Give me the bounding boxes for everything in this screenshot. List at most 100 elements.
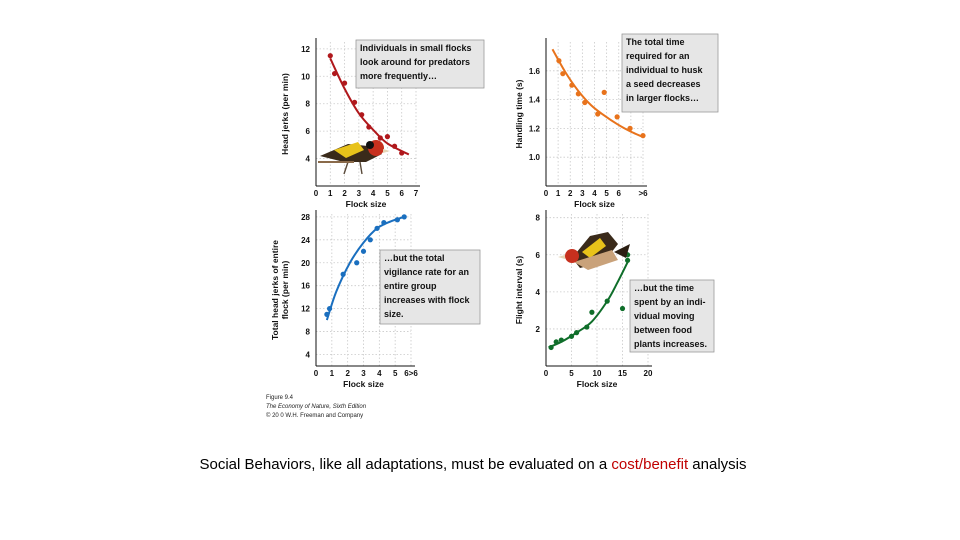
data-point [601,89,607,95]
caption-highlight: cost/benefit [611,456,689,473]
y-axis-title: Flight interval (s) [514,256,524,325]
figure-label: Figure 9.4 [266,395,294,401]
bird-beak [383,149,390,153]
x-axis-title: Flock size [346,199,387,209]
bird-legs [343,161,363,175]
callout-box [629,279,715,353]
x-tick-label: 1 [556,189,561,198]
y-tick-label: 8 [306,328,311,337]
callout-line: more frequently… [360,71,437,81]
x-axis-title: Flock size [577,379,618,389]
data-point [625,257,631,263]
data-point [614,114,620,120]
callout-line: increases with flock [384,295,471,305]
x-tick-label: 3 [357,189,362,198]
flight-interval-panel: 0 5 10 15 20 2 4 6 8 Flock size Flight interval (s… [514,210,715,389]
fit-curve [329,58,410,156]
callout-line: …but the total [384,253,445,263]
y-tick-label: 20 [301,259,310,268]
data-point [351,99,358,105]
callout-line: vigilance rate for an [384,267,469,277]
data-point [340,271,346,277]
x-tick-label: 6 [399,189,404,198]
data-point [331,70,338,77]
x-tick-label: 6 [617,189,622,198]
figure-source: The Economy of Nature, Sixth Edition [266,404,367,410]
data-point [604,298,610,304]
bird-body [574,250,618,270]
callout-line: a seed decreases [626,79,701,89]
x-tick-label: 6>6 [404,369,418,378]
data-point [391,143,398,149]
slide-caption: Social Behaviors, like all adaptations, … [0,456,946,473]
x-tick-label: 10 [593,369,602,378]
data-point [377,135,383,141]
x-tick-label: 2 [342,189,347,198]
data-point [568,333,575,339]
data-point [627,125,633,131]
y-tick-label: 1.2 [529,124,541,133]
y-tick-label: 28 [301,213,310,222]
x-tick-label: 0 [544,189,549,198]
data-point [558,337,564,343]
callout-line: entire group [384,281,437,291]
y-tick-label: 1.4 [529,96,541,105]
x-tick-label: 1 [328,189,333,198]
data-point [341,80,348,86]
data-point [640,133,646,139]
fit-curve [325,215,405,321]
y-tick-label: 4 [536,288,541,297]
y-tick-label: 8 [306,100,311,109]
data-point [360,248,367,254]
callout-line: The total time [626,37,685,47]
x-tick-label: 5 [385,189,390,198]
x-tick-label: 7 [414,189,419,198]
y-tick-label: 1.6 [529,67,541,76]
callout-line: required for an [626,51,690,61]
x-tick-label: 20 [644,369,653,378]
x-tick-label: 15 [618,369,627,378]
x-tick-label: 2 [345,369,350,378]
bird-cap [366,141,374,149]
callout-line: Individuals in small flocks [360,43,472,53]
data-point [595,111,601,117]
x-tick-label: >6 [638,189,648,198]
data-point [619,305,626,312]
y-tick-label: 4 [306,351,311,360]
y-tick-label: 1.0 [529,153,541,162]
y-axis-title: Head jerks (per min) [280,73,290,155]
data-point [574,330,580,336]
goldfinch-icon [318,140,390,175]
y-axis-title: Handling time (s) [514,79,524,148]
x-tick-label: 3 [580,189,585,198]
y-axis-title: flock (per min) [280,261,290,320]
callout-line: size. [384,309,404,319]
figure-copyright: © 20 0 W.H. Freeman and Company [266,413,364,419]
callout-line: individual to husk [626,65,703,75]
data-point [354,260,360,266]
callout-line: spent by an indi- [634,297,706,307]
bird-wing-bar [582,238,606,258]
data-point [553,339,559,345]
data-point [359,112,365,118]
y-axis-title: Total head jerks of entire [270,240,280,340]
bird-tail [614,244,630,258]
callout-box [379,249,481,325]
callout-line: in larger flocks… [626,93,699,103]
x-tick-label: 4 [377,369,382,378]
data-point [394,217,401,223]
x-tick-label: 0 [544,369,549,378]
data-point [401,214,407,220]
y-tick-label: 6 [306,127,311,136]
data-point [324,311,330,317]
y-tick-label: 24 [301,236,310,245]
y-tick-label: 16 [301,282,310,291]
y-tick-label: 8 [536,214,541,223]
x-tick-label: 5 [604,189,609,198]
x-axis-title: Flock size [343,379,384,389]
data-point [575,91,581,97]
callout-line: look around for predators [360,57,470,67]
